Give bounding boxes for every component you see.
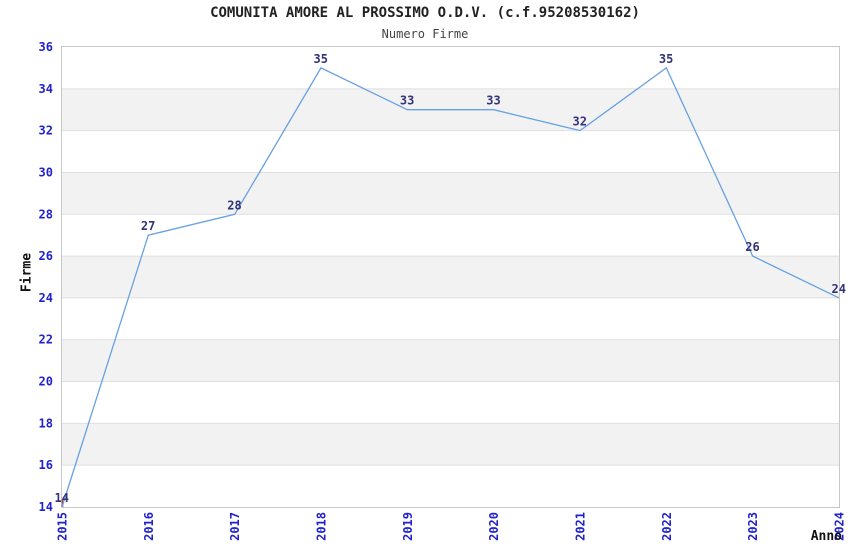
point-value-label: 27: [141, 219, 155, 233]
x-tick-label: 2019: [401, 512, 415, 541]
point-value-label: 35: [659, 52, 673, 66]
point-value-label: 26: [745, 240, 759, 254]
y-tick-label: 22: [39, 333, 53, 347]
point-value-label: 35: [314, 52, 328, 66]
chart-subtitle: Numero Firme: [381, 27, 469, 41]
background-band: [62, 423, 839, 466]
y-tick-label: 18: [39, 416, 53, 430]
chart-title: COMUNITA AMORE AL PROSSIMO O.D.V. (c.f.9…: [210, 5, 640, 21]
y-tick-label: 24: [39, 291, 53, 305]
y-tick-label: 20: [39, 375, 53, 389]
x-tick-label: 2015: [56, 512, 70, 541]
y-tick-label: 30: [39, 165, 53, 179]
point-value-label: 14: [55, 491, 69, 505]
x-tick-label: 2023: [746, 512, 760, 541]
y-axis-title: Firme: [19, 252, 35, 293]
point-value-label: 24: [832, 282, 846, 296]
point-value-label: 33: [486, 94, 500, 108]
y-tick-label: 36: [39, 40, 53, 54]
y-tick-label: 14: [39, 500, 53, 514]
y-tick-label: 32: [39, 124, 53, 138]
y-tick-label: 26: [39, 249, 53, 263]
x-axis-title: Anno: [810, 529, 842, 544]
y-tick-label: 28: [39, 207, 53, 221]
x-tick-label: 2017: [228, 512, 242, 541]
x-tick-label: 2016: [142, 512, 156, 541]
background-band: [62, 172, 839, 215]
x-tick-label: 2024: [833, 512, 847, 541]
y-tick-label: 34: [39, 82, 53, 96]
point-value-label: 28: [227, 198, 241, 212]
point-value-label: 33: [400, 94, 414, 108]
point-value-label: 32: [573, 115, 587, 129]
x-tick-label: 2018: [315, 512, 329, 541]
x-tick-label: 2020: [487, 512, 501, 541]
x-tick-label: 2021: [574, 512, 588, 541]
data-line: [61, 66, 840, 508]
plot-border: [61, 46, 840, 508]
background-band: [62, 256, 839, 298]
background-band: [62, 339, 839, 382]
y-tick-label: 16: [39, 458, 53, 472]
x-tick-label: 2022: [660, 512, 674, 541]
